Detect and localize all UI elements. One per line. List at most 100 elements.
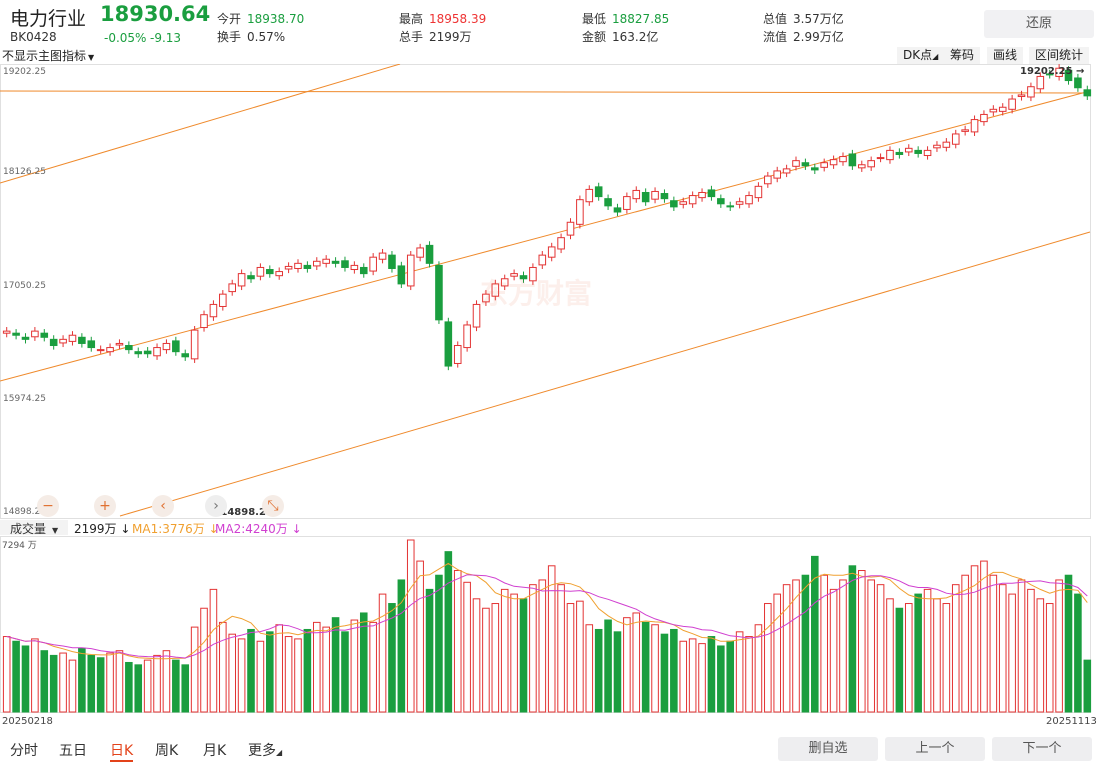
candle-body bbox=[951, 133, 960, 145]
candle-body bbox=[1008, 98, 1016, 110]
fit-icon[interactable]: ⤡ bbox=[262, 495, 284, 517]
volume-ma1: MA1:3776万 ↓ bbox=[132, 522, 219, 536]
end-date: 20251113 bbox=[1046, 716, 1097, 727]
volume-bar bbox=[613, 631, 622, 713]
tab-daily-k[interactable]: 日K bbox=[110, 740, 134, 762]
chart-frame bbox=[0, 64, 1091, 519]
dk-point-button[interactable]: DK点◢ bbox=[897, 47, 945, 64]
candle-body bbox=[143, 350, 152, 355]
candle-body bbox=[914, 149, 922, 154]
tab-five-day[interactable]: 五日 bbox=[59, 743, 87, 759]
stat-label: 流值 bbox=[763, 30, 788, 44]
candle-body bbox=[707, 189, 716, 198]
volume-bar bbox=[792, 579, 800, 713]
volume-bar bbox=[59, 652, 67, 713]
volume-bar bbox=[115, 650, 124, 713]
main-indicator-label: 不显示主图指标 bbox=[2, 49, 87, 63]
candle-body bbox=[237, 273, 246, 287]
candle-body bbox=[688, 195, 697, 205]
candle-body bbox=[585, 188, 594, 203]
restore-button[interactable]: 还原 bbox=[984, 10, 1094, 38]
candle-body bbox=[942, 141, 951, 148]
candle-body bbox=[425, 244, 434, 264]
candle-body bbox=[294, 262, 302, 269]
volume-bar bbox=[1027, 588, 1035, 713]
volume-bar bbox=[717, 645, 725, 713]
candle-body bbox=[49, 338, 58, 347]
volume-bar bbox=[275, 624, 283, 713]
volume-bar bbox=[688, 638, 697, 713]
price-axis-label: 18126.25 bbox=[3, 167, 46, 177]
candle-body bbox=[632, 189, 641, 200]
zoom-in-button[interactable]: + bbox=[94, 495, 116, 517]
candle-body bbox=[829, 159, 838, 166]
candle-body bbox=[219, 293, 227, 307]
next-button[interactable]: 下一个 bbox=[992, 737, 1092, 761]
stat-item: 最高 18958.39 bbox=[399, 8, 486, 27]
zoom-out-button[interactable]: − bbox=[37, 495, 59, 517]
candle-body bbox=[59, 338, 67, 344]
volume-bar bbox=[867, 579, 875, 713]
candle-body bbox=[989, 108, 998, 113]
candle-body bbox=[1027, 86, 1035, 98]
volume-bar bbox=[1008, 593, 1016, 713]
candle-body bbox=[820, 162, 828, 168]
volume-bar bbox=[886, 598, 894, 713]
dropdown-icon: ▼ bbox=[52, 526, 59, 535]
tab-weekly-k[interactable]: 周K bbox=[155, 743, 179, 759]
volume-indicator-select[interactable]: 成交量 ▼ bbox=[0, 520, 68, 536]
candle-body bbox=[876, 157, 885, 160]
candle-body bbox=[228, 283, 237, 293]
candle-body bbox=[594, 186, 603, 198]
volume-bar bbox=[998, 584, 1007, 713]
candle-body bbox=[303, 264, 312, 269]
candle-body bbox=[1045, 73, 1054, 76]
volume-total: 2199万 ↓ bbox=[74, 522, 131, 536]
channel-line-upper bbox=[0, 90, 1091, 382]
volume-bar bbox=[829, 588, 838, 713]
volume-bar bbox=[209, 588, 218, 713]
tab-more[interactable]: 更多◢ bbox=[248, 740, 282, 760]
scroll-left-button[interactable]: ‹ bbox=[152, 495, 174, 517]
volume-bar bbox=[961, 574, 969, 713]
candle-body bbox=[21, 336, 30, 340]
candle-body bbox=[472, 303, 481, 328]
remove-watchlist-button[interactable]: 删自选 bbox=[778, 737, 878, 761]
candle-body bbox=[641, 191, 650, 203]
volume-bar bbox=[200, 607, 208, 713]
previous-button[interactable]: 上一个 bbox=[885, 737, 985, 761]
volume-bar bbox=[811, 555, 819, 713]
volume-bar bbox=[96, 657, 105, 713]
stat-value: 18827.85 bbox=[612, 12, 670, 26]
volume-bar bbox=[331, 617, 340, 713]
tab-intraday[interactable]: 分时 bbox=[10, 743, 38, 759]
candle-body bbox=[576, 199, 584, 225]
volume-bar bbox=[397, 579, 406, 713]
stat-value: 2199万 bbox=[429, 30, 472, 44]
candle-body bbox=[801, 162, 810, 167]
volume-bar bbox=[519, 598, 528, 713]
channel-line-lower bbox=[119, 231, 1091, 517]
main-indicator-select[interactable]: 不显示主图指标 ▼ bbox=[2, 47, 94, 64]
volume-bar bbox=[538, 579, 547, 713]
candle-body bbox=[247, 275, 255, 280]
range-stats-button[interactable]: 区间统计 bbox=[1029, 47, 1090, 64]
volume-bar bbox=[933, 598, 941, 713]
volume-bar bbox=[134, 664, 143, 713]
candlestick-chart[interactable] bbox=[0, 64, 1100, 520]
tab-monthly-k[interactable]: 月K bbox=[203, 743, 227, 759]
candle-body bbox=[341, 260, 349, 268]
stat-label: 最低 bbox=[582, 12, 607, 26]
stat-value: 163.2亿 bbox=[612, 30, 659, 44]
candle-body bbox=[153, 347, 161, 357]
candle-body bbox=[782, 168, 791, 174]
chips-button[interactable]: 筹码 bbox=[944, 47, 981, 64]
volume-bar bbox=[670, 628, 678, 713]
scroll-right-button[interactable]: › bbox=[205, 495, 227, 517]
candle-body bbox=[435, 264, 443, 321]
stat-label: 换手 bbox=[217, 30, 242, 44]
volume-bar bbox=[472, 598, 481, 713]
draw-line-button[interactable]: 画线 bbox=[987, 47, 1024, 64]
candle-body bbox=[500, 278, 509, 287]
candle-body bbox=[998, 106, 1007, 112]
